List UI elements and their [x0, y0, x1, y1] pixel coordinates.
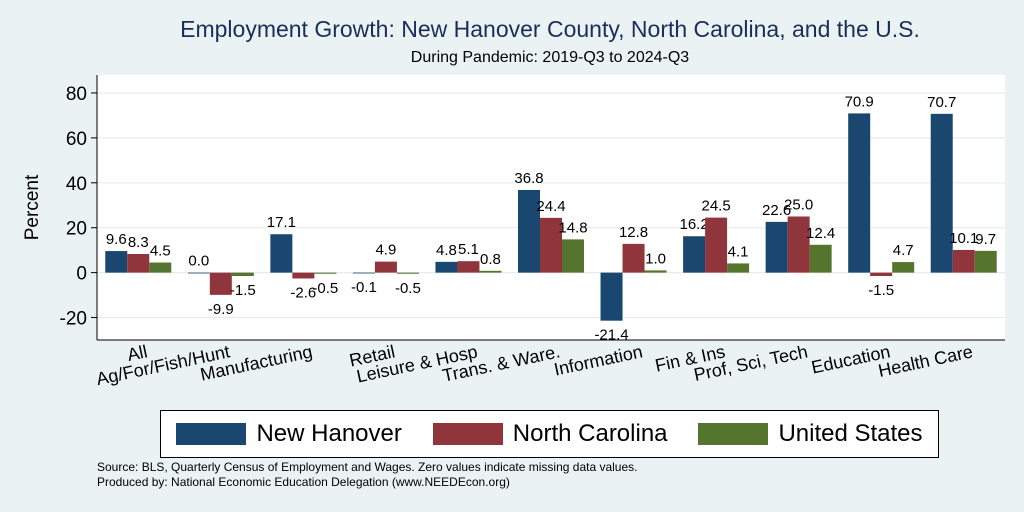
bar-united-states-leisure-hosp — [479, 270, 502, 273]
bar-north-carolina-leisure-hosp — [457, 261, 480, 273]
bar-united-states-trans-ware — [562, 239, 584, 273]
source-note: Source: BLS, Quarterly Census of Employm… — [97, 460, 638, 474]
data-label-north-carolina-leisure-hosp: 5.1 — [458, 241, 479, 258]
bar-united-states-education — [892, 262, 915, 273]
data-label-north-carolina-trans-ware: 24.4 — [536, 198, 565, 215]
bar-united-states-health-care — [974, 250, 997, 273]
legend-item-new-hanover: New Hanover — [176, 420, 402, 448]
data-label-new-hanover-retail: -0.1 — [351, 279, 377, 296]
data-label-united-states-fin-ins: 4.1 — [728, 243, 749, 260]
bar-north-carolina-information — [622, 243, 645, 273]
data-label-united-states-leisure-hosp: 0.8 — [480, 251, 501, 268]
data-label-north-carolina-retail: 4.9 — [375, 242, 396, 259]
legend-item-united-states: United States — [698, 420, 923, 448]
bar-north-carolina-education — [870, 272, 893, 276]
data-label-north-carolina-all: 8.3 — [128, 234, 149, 251]
data-label-north-carolina-education: -1.5 — [868, 282, 894, 299]
data-label-north-carolina-fin-ins: 24.5 — [701, 198, 730, 215]
data-label-united-states-information: 1.0 — [645, 250, 666, 267]
data-label-united-states-prof-sci-tech: 12.4 — [806, 225, 835, 242]
data-label-united-states-manufacturing: -0.5 — [312, 280, 338, 297]
y-tick-label-40: 40 — [66, 174, 87, 195]
legend-label-north-carolina: North Carolina — [512, 420, 668, 447]
data-label-united-states-ag-for-fish-hunt: -1.5 — [230, 282, 256, 299]
bar-north-carolina-manufacturing — [292, 272, 315, 279]
data-label-new-hanover-information: -21.4 — [594, 327, 628, 344]
data-label-united-states-trans-ware: 14.8 — [558, 219, 587, 236]
y-tick-label-80: 80 — [66, 84, 87, 105]
chart-title: Employment Growth: New Hanover County, N… — [180, 16, 920, 42]
chart-subtitle: During Pandemic: 2019-Q3 to 2024-Q3 — [410, 49, 690, 66]
legend-label-united-states: United States — [778, 420, 923, 447]
bar-north-carolina-prof-sci-tech — [787, 216, 810, 273]
y-tick-label-20: 20 — [66, 219, 87, 240]
data-label-united-states-all: 4.5 — [150, 243, 171, 260]
data-label-north-carolina-prof-sci-tech: 25.0 — [784, 196, 813, 213]
legend-item-north-carolina: North Carolina — [432, 420, 668, 448]
bar-north-carolina-trans-ware — [540, 217, 562, 273]
data-label-united-states-retail: -0.5 — [395, 280, 421, 297]
data-label-new-hanover-all: 9.6 — [106, 231, 127, 248]
bar-new-hanover-health-care — [930, 113, 953, 273]
bar-united-states-fin-ins — [727, 263, 750, 273]
data-label-united-states-education: 4.7 — [893, 242, 914, 259]
bar-united-states-all — [149, 262, 172, 273]
data-label-new-hanover-health-care: 70.7 — [927, 94, 956, 111]
x-tick-label-health-care: Health Care — [876, 341, 974, 381]
chart-notes: Source: BLS, Quarterly Census of Employm… — [97, 460, 637, 490]
bar-new-hanover-fin-ins — [683, 236, 706, 273]
data-label-north-carolina-information: 12.8 — [619, 224, 648, 241]
data-label-new-hanover-education: 70.9 — [845, 93, 874, 110]
bar-united-states-retail — [396, 272, 419, 274]
bar-new-hanover-ag-for-fish-hunt — [187, 272, 210, 274]
bar-new-hanover-prof-sci-tech — [765, 221, 788, 273]
y-tick-label-0: 0 — [76, 264, 87, 285]
bar-new-hanover-retail — [352, 272, 375, 274]
data-label-new-hanover-fin-ins: 16.2 — [679, 216, 708, 233]
bar-united-states-information — [644, 270, 667, 273]
bar-united-states-prof-sci-tech — [809, 244, 832, 273]
data-label-north-carolina-health-care: 10.1 — [949, 230, 978, 247]
bar-north-carolina-retail — [374, 261, 397, 273]
y-axis-title: Percent — [22, 174, 43, 240]
y-tick-label-20: -20 — [60, 309, 87, 330]
data-label-north-carolina-manufacturing: -2.6 — [290, 284, 316, 301]
data-label-new-hanover-ag-for-fish-hunt: 0.0 — [188, 253, 209, 270]
bar-new-hanover-education — [848, 113, 871, 273]
bar-united-states-manufacturing — [314, 272, 337, 274]
legend-label-new-hanover: New Hanover — [256, 420, 402, 447]
x-tick-label-all: All — [125, 341, 149, 365]
legend-swatch-united-states — [698, 423, 769, 445]
data-label-united-states-health-care: 9.7 — [975, 231, 996, 248]
x-tick-label-information: Information — [552, 341, 644, 379]
bar-new-hanover-information — [600, 272, 623, 321]
bar-new-hanover-manufacturing — [270, 234, 293, 273]
data-label-new-hanover-prof-sci-tech: 22.6 — [762, 202, 791, 219]
data-label-north-carolina-ag-for-fish-hunt: -9.9 — [208, 301, 234, 318]
bar-new-hanover-trans-ware — [518, 189, 540, 273]
bar-north-carolina-all — [127, 253, 150, 273]
data-label-new-hanover-manufacturing: 17.1 — [267, 214, 296, 231]
legend-swatch-north-carolina — [432, 423, 503, 445]
bar-north-carolina-ag-for-fish-hunt — [209, 272, 232, 295]
bar-north-carolina-health-care — [952, 249, 975, 273]
bar-united-states-ag-for-fish-hunt — [231, 272, 254, 276]
produced-by-note: Produced by: National Economic Education… — [97, 475, 510, 489]
chart-legend: New Hanover North Carolina United States — [160, 410, 939, 458]
bar-north-carolina-fin-ins — [705, 217, 728, 273]
legend-swatch-new-hanover — [176, 423, 247, 445]
bar-new-hanover-leisure-hosp — [435, 261, 458, 273]
data-label-new-hanover-trans-ware: 36.8 — [514, 170, 543, 187]
data-label-new-hanover-leisure-hosp: 4.8 — [436, 242, 457, 259]
y-tick-label-60: 60 — [66, 129, 87, 150]
bar-new-hanover-all — [105, 251, 128, 273]
